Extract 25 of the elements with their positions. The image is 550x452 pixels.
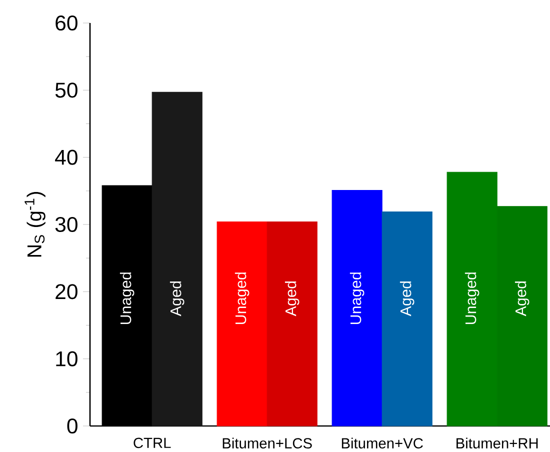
series-label: Unaged bbox=[120, 272, 134, 324]
text: Aged bbox=[284, 281, 300, 316]
y-tick-label: 40 bbox=[55, 150, 78, 165]
bar bbox=[382, 211, 432, 426]
x-tick-label: Bitumen+VC bbox=[342, 438, 423, 448]
y-tick-label: 60 bbox=[56, 15, 78, 31]
y-tick-label: 10 bbox=[56, 351, 78, 366]
x-tick-label: Bitumen+RH bbox=[456, 438, 538, 448]
y-tick-label: 0 bbox=[67, 418, 78, 434]
y-tick-label: 20 bbox=[56, 284, 78, 300]
bar bbox=[332, 190, 382, 426]
bar bbox=[216, 222, 268, 426]
text: Aged bbox=[400, 281, 414, 316]
text: Aged bbox=[170, 281, 184, 316]
text: Unaged bbox=[234, 272, 250, 324]
bar bbox=[266, 222, 318, 426]
bar bbox=[152, 92, 202, 426]
y-tick-label: 50 bbox=[55, 82, 78, 98]
x-tick-label: CTRL bbox=[134, 438, 171, 448]
text: Unaged bbox=[464, 272, 480, 324]
text: Unaged bbox=[350, 272, 364, 324]
y-axis-title: N$_{S}$ (g$^{-1}$) bbox=[24, 192, 46, 257]
y-tick-label: 30 bbox=[55, 216, 78, 232]
x-tick-label: Bitumen+LCS bbox=[222, 438, 312, 448]
series-label: Aged bbox=[514, 281, 530, 316]
